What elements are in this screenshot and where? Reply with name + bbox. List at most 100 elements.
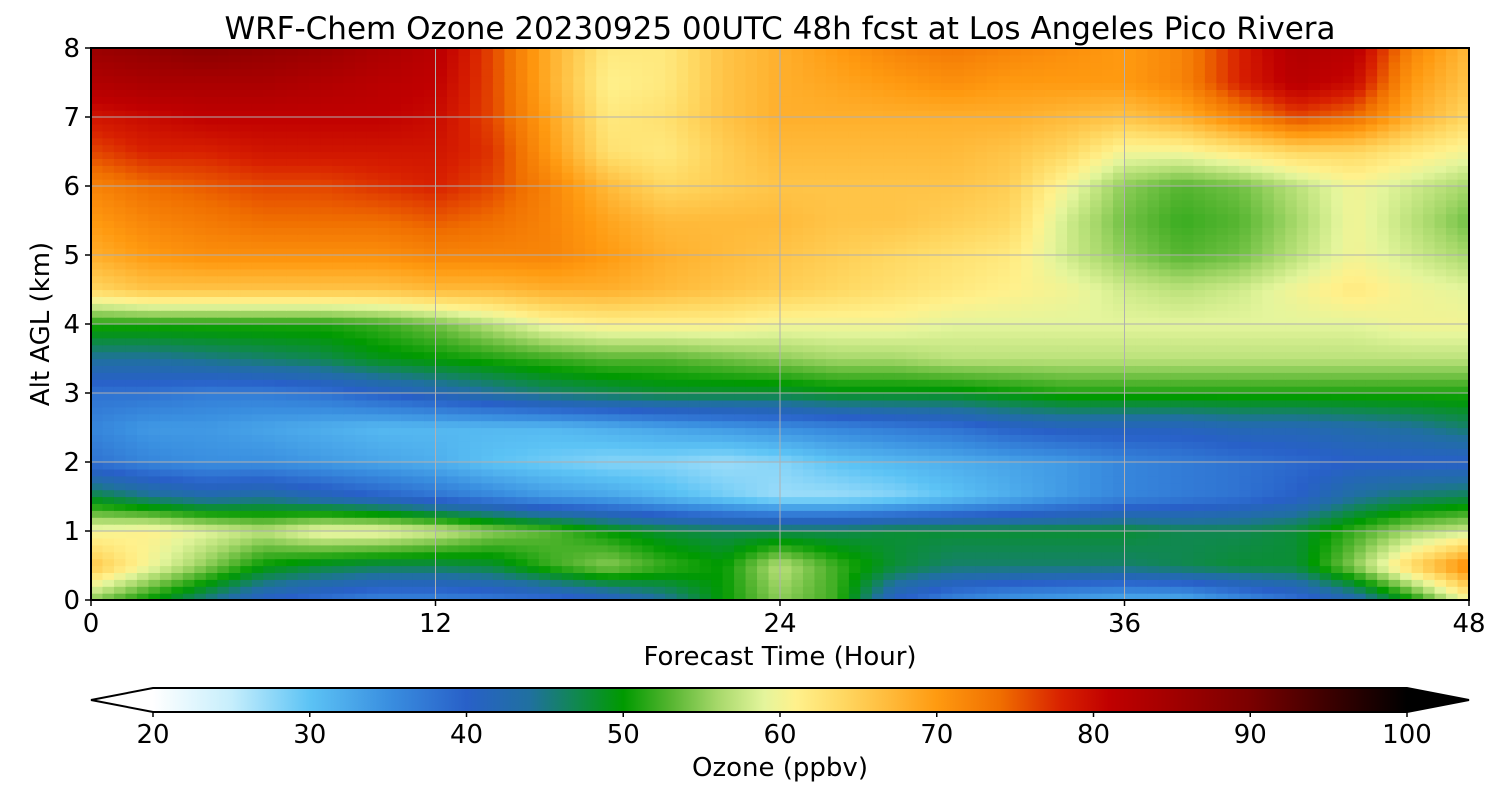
heat-cell	[1434, 358, 1447, 366]
heat-cell	[596, 427, 609, 435]
heat-cell	[469, 489, 483, 498]
heat-cell	[1216, 379, 1229, 387]
heat-cell	[435, 358, 448, 366]
heat-cell	[1308, 399, 1321, 408]
heat-cell	[355, 379, 368, 387]
heat-cell	[1331, 427, 1344, 435]
heat-cell	[286, 413, 299, 422]
heat-cell	[1204, 572, 1217, 580]
heat-cell	[791, 517, 804, 525]
heat-cell	[320, 531, 333, 539]
heat-cell	[1113, 537, 1126, 546]
heat-cell	[986, 475, 999, 484]
heat-cell	[550, 386, 563, 394]
heat-cell	[734, 413, 747, 422]
heat-cell	[619, 372, 632, 380]
heat-cell	[1193, 551, 1206, 560]
heat-cell	[1342, 393, 1355, 401]
heat-cell	[1181, 496, 1194, 504]
heat-cell	[1239, 337, 1252, 346]
heat-cell	[1377, 531, 1390, 539]
heat-cell	[263, 372, 276, 380]
heat-cell	[584, 468, 597, 477]
heat-cell	[642, 324, 655, 332]
heat-cell	[401, 358, 414, 366]
heat-cell	[550, 372, 563, 380]
heat-cell	[1067, 448, 1080, 456]
heat-cell	[1044, 482, 1057, 491]
heat-cell	[1262, 565, 1275, 573]
heat-cell	[963, 399, 976, 408]
heat-cell	[1331, 537, 1344, 546]
heat-cell	[1170, 337, 1183, 346]
heat-cell	[722, 317, 735, 325]
heat-cell	[171, 586, 184, 594]
heat-cell	[1423, 399, 1436, 408]
heat-cell	[159, 372, 172, 380]
heat-cell	[871, 427, 884, 435]
heat-cell	[217, 531, 230, 539]
heat-cell	[1078, 344, 1091, 353]
heat-cell	[630, 399, 643, 408]
heat-cell	[171, 379, 184, 387]
heat-cell	[240, 462, 253, 470]
heat-cell	[573, 448, 586, 456]
heat-cell	[1135, 579, 1149, 587]
heat-cell	[1365, 330, 1378, 339]
heat-cell	[1158, 317, 1172, 325]
heat-cell	[1124, 531, 1137, 539]
heat-cell	[1090, 593, 1103, 600]
heat-cell	[653, 558, 666, 567]
heat-cell	[1285, 434, 1298, 442]
heat-cell	[240, 537, 253, 546]
heat-cell	[1423, 324, 1436, 332]
heat-cell	[1423, 462, 1436, 470]
heat-cell	[734, 551, 747, 560]
heat-cell	[745, 468, 758, 477]
heat-cell	[757, 475, 770, 484]
heat-cell	[883, 551, 896, 560]
heat-cell	[1411, 579, 1424, 587]
heat-cell	[1090, 337, 1103, 346]
heat-cell	[952, 468, 965, 477]
heat-cell	[1227, 544, 1240, 553]
heat-cell	[1078, 586, 1091, 594]
heat-cell	[1101, 503, 1114, 511]
heat-cell	[917, 572, 930, 580]
heat-cell	[711, 379, 724, 387]
heat-cell	[1009, 455, 1022, 463]
heat-cell	[722, 551, 735, 560]
heat-cell	[630, 558, 643, 567]
heat-cell	[263, 399, 276, 408]
heat-cell	[837, 551, 850, 560]
heat-cell	[401, 379, 414, 387]
heat-cell	[1411, 413, 1424, 422]
heat-cell	[802, 489, 816, 498]
heat-cell	[1331, 393, 1344, 401]
heat-cell	[412, 468, 425, 477]
heat-cell	[802, 399, 816, 408]
heat-cell	[768, 551, 781, 560]
heat-cell	[1250, 489, 1263, 498]
heat-cell	[309, 489, 322, 498]
heat-cell	[745, 579, 758, 587]
heat-cell	[998, 455, 1011, 463]
heat-cell	[711, 324, 724, 332]
heat-cell	[883, 372, 896, 380]
heat-cell	[986, 324, 999, 332]
heat-cell	[1009, 406, 1022, 415]
heat-cell	[1434, 544, 1447, 553]
heat-cell	[1250, 462, 1263, 470]
heat-cell	[860, 317, 873, 325]
heat-cell	[458, 372, 471, 380]
heat-cell	[1147, 324, 1160, 332]
heat-cell	[780, 462, 793, 470]
heat-cell	[1032, 586, 1045, 594]
heat-cell	[1135, 482, 1149, 491]
heat-cell	[825, 420, 839, 429]
heat-cell	[125, 579, 138, 587]
heat-cell	[159, 448, 172, 456]
heat-cell	[412, 406, 425, 415]
heat-cell	[963, 586, 976, 594]
heat-cell	[619, 386, 632, 394]
